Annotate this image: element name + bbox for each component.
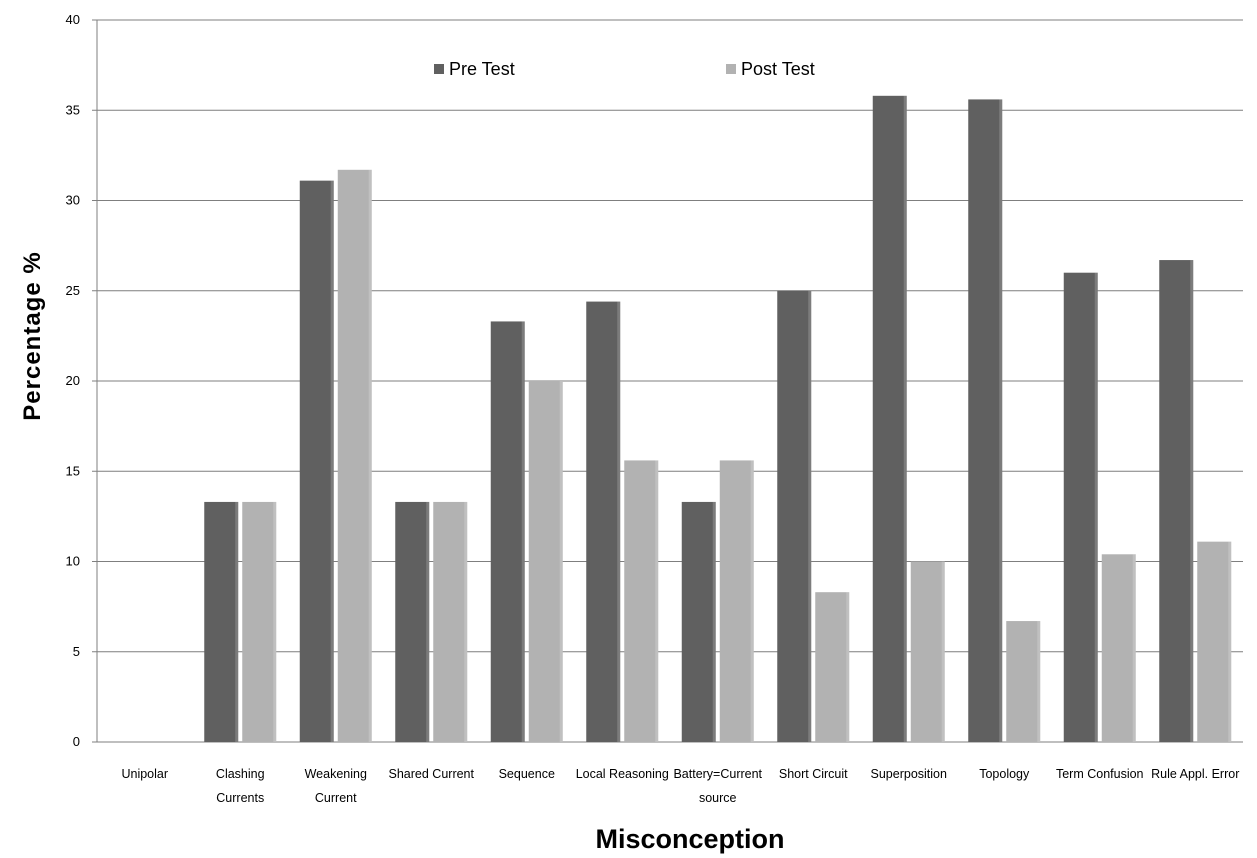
- legend-label: Pre Test: [449, 59, 515, 79]
- x-tick-label: Short Circuit: [779, 767, 848, 781]
- bar-post-test: [719, 460, 754, 742]
- bar-post-test: [337, 169, 372, 742]
- y-tick-label: 0: [73, 734, 80, 749]
- bar-highlight: [1094, 272, 1098, 742]
- legend-swatch: [434, 64, 444, 74]
- bar-pre-test: [777, 290, 812, 742]
- y-tick-label: 30: [66, 193, 80, 208]
- bar-post-test: [624, 460, 659, 742]
- x-tick-label: Unipolar: [121, 767, 168, 781]
- y-tick-label: 10: [66, 554, 80, 569]
- y-tick-label: 15: [66, 463, 80, 478]
- y-axis-label: Percentage %: [19, 251, 46, 420]
- x-tick-label: Local Reasoning: [576, 767, 669, 781]
- x-tick-label: Battery=Current source: [673, 767, 762, 805]
- bar-highlight: [235, 501, 239, 742]
- x-axis-label: Misconception: [595, 824, 784, 854]
- bar-pre-test: [490, 321, 525, 742]
- x-tick-label: Superposition: [871, 767, 947, 781]
- bar-highlight: [846, 592, 850, 742]
- bar-pre-test: [1063, 272, 1098, 742]
- bar-highlight: [273, 501, 277, 742]
- bars: [204, 95, 1232, 743]
- y-tick-label: 5: [73, 644, 80, 659]
- bar-pre-test: [681, 501, 716, 742]
- x-tick-label: Clashing Currents: [216, 767, 265, 805]
- bar-highlight: [521, 321, 525, 742]
- x-tick-label: Term Confusion: [1056, 767, 1144, 781]
- bar-highlight: [750, 460, 754, 742]
- bar-highlight: [426, 501, 430, 742]
- axes: [92, 19, 1243, 743]
- x-tick-label: Shared Current: [389, 767, 475, 781]
- bar-post-test: [910, 561, 945, 742]
- bar-highlight: [1228, 541, 1232, 742]
- bar-pre-test: [968, 99, 1003, 743]
- bar-highlight: [808, 290, 812, 742]
- bar-post-test: [1101, 554, 1136, 742]
- bar-highlight: [368, 169, 372, 742]
- bar-post-test: [242, 501, 277, 742]
- bar-highlight: [903, 95, 907, 742]
- bar-highlight: [655, 460, 659, 742]
- bar-pre-test: [1159, 260, 1194, 742]
- x-tick-label: Rule Appl. Error: [1151, 767, 1239, 781]
- bar-highlight: [559, 381, 563, 742]
- bar-highlight: [1132, 554, 1136, 742]
- bar-pre-test: [395, 501, 430, 742]
- bar-highlight: [330, 180, 334, 742]
- y-tick-label: 20: [66, 373, 80, 388]
- bar-pre-test: [872, 95, 907, 742]
- y-tick-label: 40: [66, 12, 80, 27]
- x-tick-label: Weakening Current: [305, 767, 367, 805]
- y-tick-label: 25: [66, 283, 80, 298]
- bar-highlight: [999, 99, 1003, 743]
- bar-highlight: [464, 501, 468, 742]
- gridlines: [97, 19, 1243, 653]
- bar-post-test: [433, 501, 468, 742]
- x-tick-label: Sequence: [499, 767, 555, 781]
- bar-highlight: [941, 561, 945, 742]
- bar-highlight: [1190, 260, 1194, 742]
- x-tick-labels: Unipolar Clashing Currents Weakening Current…: [121, 767, 1239, 805]
- legend-swatch: [726, 64, 736, 74]
- bar-pre-test: [586, 301, 621, 742]
- x-tick-label: Topology: [979, 767, 1030, 781]
- bar-highlight: [1037, 621, 1041, 742]
- bar-highlight: [712, 501, 716, 742]
- bar-post-test: [528, 381, 563, 742]
- bar-post-test: [815, 592, 850, 742]
- legend: Pre Test Post Test: [434, 59, 815, 79]
- bar-pre-test: [204, 501, 239, 742]
- legend-label: Post Test: [741, 59, 815, 79]
- y-tick-labels: 0 5 10 15 20 25 30 35 40: [66, 12, 80, 749]
- bar-post-test: [1197, 541, 1232, 742]
- bar-highlight: [617, 301, 621, 742]
- bar-pre-test: [299, 180, 334, 742]
- bar-post-test: [1006, 621, 1041, 742]
- y-tick-label: 35: [66, 102, 80, 117]
